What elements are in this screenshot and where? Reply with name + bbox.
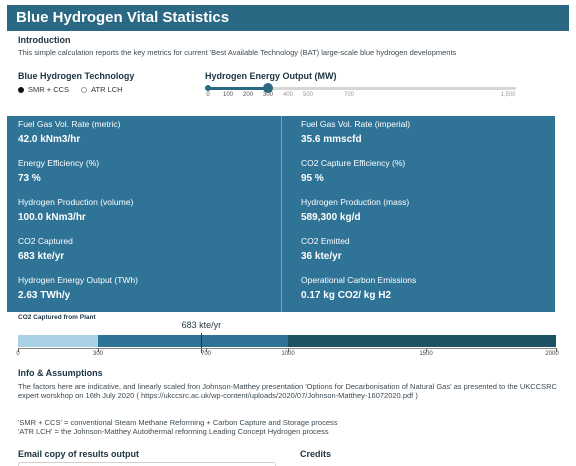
metrics-divider — [281, 116, 282, 312]
technology-label: Blue Hydrogen Technology — [18, 71, 135, 81]
info-paragraph-atr: 'ATR LCH' = the Johnson-Matthey Autother… — [18, 427, 329, 436]
slider-tick-300: 300 — [262, 92, 274, 98]
radio-unselected-icon — [81, 86, 88, 93]
co2-bar-scale-line — [18, 348, 556, 349]
metric-label: CO2 Capture Efficiency (%) — [301, 158, 406, 168]
co2-bar-tick-label: 300 — [92, 351, 104, 357]
metric-operational-emissions: Operational Carbon Emissions 0.17 kg CO2… — [301, 275, 416, 301]
co2-bar-tick — [556, 348, 557, 352]
radio-selected-icon — [18, 86, 24, 93]
info-paragraph-sources: The factors here are indicative, and lin… — [18, 382, 557, 400]
slider-tick-400: 400 — [282, 92, 294, 98]
metric-value: 683 kte/yr — [18, 251, 65, 262]
metric-h2-production-volume: Hydrogen Production (volume) 100.0 kNm3/… — [18, 197, 133, 223]
metric-fuel-gas-imperial: Fuel Gas Vol. Rate (imperial) 35.6 mmscf… — [301, 119, 410, 145]
co2-bar-band-2 — [288, 335, 556, 347]
co2-bar-tick — [206, 348, 207, 352]
info-paragraph-smr: 'SMR + CCS' = conventional Steam Methane… — [18, 418, 338, 427]
metric-h2-energy-output: Hydrogen Energy Output (TWh) 2.63 TWh/y — [18, 275, 138, 301]
energy-slider-track[interactable] — [205, 83, 516, 93]
metric-value: 100.0 kNm3/hr — [18, 212, 86, 223]
co2-bar-title: CO2 Captured from Plant — [18, 314, 96, 321]
metric-label: Operational Carbon Emissions — [301, 275, 417, 285]
metric-label: CO2 Emitted — [301, 236, 350, 246]
energy-slider-fill — [208, 87, 268, 90]
info-heading: Info & Assumptions — [18, 368, 103, 378]
slider-tick-0: 0 — [206, 92, 210, 98]
metric-label: Hydrogen Energy Output (TWh) — [18, 275, 138, 285]
technology-radio-group: SMR + CCS ATR LCH — [18, 85, 123, 94]
metric-value: 36 kte/yr — [301, 251, 342, 262]
metric-value: 95 % — [301, 173, 324, 184]
metric-value: 2.63 TWh/y — [18, 290, 71, 301]
radio-atr-lch[interactable]: ATR LCH — [81, 85, 123, 94]
slider-tick-700: 700 — [343, 92, 355, 98]
metric-co2-capture-efficiency: CO2 Capture Efficiency (%) 95 % — [301, 158, 405, 184]
co2-bar-tick — [18, 348, 19, 352]
intro-text: This simple calculation reports the key … — [18, 48, 457, 57]
energy-slider-handle[interactable] — [263, 83, 273, 93]
metric-value: 0.17 kg CO2/ kg H2 — [301, 290, 392, 301]
metric-value: 35.6 mmscfd — [301, 134, 362, 145]
slider-tick-200: 200 — [242, 92, 254, 98]
metric-label: Fuel Gas Vol. Rate (imperial) — [301, 119, 411, 129]
email-heading: Email copy of results output — [18, 449, 140, 459]
co2-bar-marker — [201, 333, 203, 353]
metric-label: Energy Efficiency (%) — [18, 158, 100, 168]
metric-value: 73 % — [18, 173, 41, 184]
co2-bar-tick-label: 2000 — [545, 351, 559, 357]
metric-value: 589,300 kg/d — [301, 212, 361, 223]
co2-bar-tick-label: 700 — [200, 351, 212, 357]
metric-energy-efficiency: Energy Efficiency (%) 73 % — [18, 158, 99, 184]
energy-slider-min-handle — [205, 85, 211, 91]
energy-slider-label: Hydrogen Energy Output (MW) — [205, 71, 337, 81]
metric-label: CO2 Captured — [18, 236, 73, 246]
metric-value: 42.0 kNm3/hr — [18, 134, 81, 145]
metric-label: Fuel Gas Vol. Rate (metric) — [18, 119, 121, 129]
page-title: Blue Hydrogen Vital Statistics — [16, 9, 230, 26]
metric-h2-production-mass: Hydrogen Production (mass) 589,300 kg/d — [301, 197, 409, 223]
intro-heading: Introduction — [18, 35, 71, 45]
co2-bar-tick — [426, 348, 427, 352]
slider-tick-100: 100 — [222, 92, 234, 98]
co2-bar-tick-label: 1000 — [281, 351, 295, 357]
metric-fuel-gas-metric: Fuel Gas Vol. Rate (metric) 42.0 kNm3/hr — [18, 119, 121, 145]
metric-label: Hydrogen Production (volume) — [18, 197, 134, 207]
metrics-panel: Fuel Gas Vol. Rate (metric) 42.0 kNm3/hr… — [7, 116, 555, 312]
email-input[interactable] — [18, 462, 276, 466]
radio-smr-ccs-label: SMR + CCS — [28, 85, 70, 94]
slider-tick-500: 500 — [302, 92, 314, 98]
radio-atr-lch-label: ATR LCH — [91, 85, 123, 94]
co2-bar-band-1 — [98, 335, 288, 347]
app-title-bar: Blue Hydrogen Vital Statistics — [7, 5, 569, 31]
credits-heading: Credits — [300, 449, 332, 459]
co2-bar-tick — [98, 348, 99, 352]
metric-label: Hydrogen Production (mass) — [301, 197, 410, 207]
co2-bar-tick — [288, 348, 289, 352]
co2-bar-tick-label: 1500 — [419, 351, 433, 357]
metric-co2-captured: CO2 Captured 683 kte/yr — [18, 236, 73, 262]
radio-smr-ccs[interactable]: SMR + CCS — [18, 85, 69, 94]
metric-co2-emitted: CO2 Emitted 36 kte/yr — [301, 236, 350, 262]
co2-bar-band-0 — [18, 335, 98, 347]
slider-tick-1500: 1,500 — [500, 92, 516, 98]
co2-bar-value-label: 683 kte/yr — [181, 320, 222, 330]
co2-bar-tick-label: 0 — [16, 351, 20, 357]
